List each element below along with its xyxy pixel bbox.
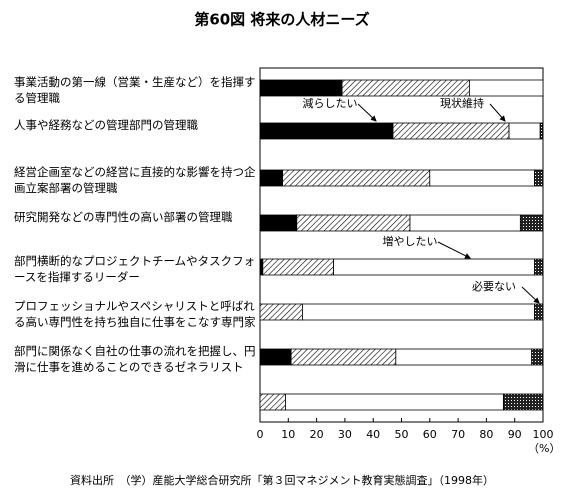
x-tick-label: 50 — [395, 428, 409, 441]
bar-segment — [333, 258, 535, 276]
annotation-arrow — [437, 241, 471, 259]
bar-segment — [285, 393, 504, 411]
category-label: 研究開発などの専門性の高い部署の管理職 — [14, 210, 233, 224]
x-tick-label: 70 — [451, 428, 465, 441]
x-tick-label: 60 — [423, 428, 437, 441]
annotation-arrow — [521, 286, 540, 304]
x-unit: （%） — [528, 442, 560, 455]
category-label: 人事や経務などの管理部門の管理職 — [14, 118, 198, 132]
category-label: 経営企画室などの経営に直接的な影響を持つ企画立案部署の管理職 — [14, 165, 256, 195]
chart-title: 第60図 将来の人材ニーズ — [194, 11, 369, 29]
series-annotation: 増やしたい — [383, 235, 438, 248]
bar-segment — [290, 348, 397, 366]
x-tick-label: 40 — [366, 428, 380, 441]
annotation-arrow — [357, 103, 377, 122]
bar-segment — [259, 393, 286, 411]
series-annotation: 減らしたい — [303, 96, 358, 110]
bar-segment — [519, 214, 544, 232]
bar-segment — [262, 258, 334, 276]
bar-segment — [259, 122, 394, 140]
x-tick-label: 20 — [310, 428, 324, 441]
x-tick-label: 80 — [479, 428, 493, 441]
bar-segment — [259, 348, 292, 366]
series-annotation: 必要ない — [472, 280, 516, 293]
bar-segment — [469, 79, 544, 97]
x-tick-label: 0 — [257, 428, 264, 441]
bar-segment — [429, 169, 535, 187]
bar-segment — [259, 79, 343, 97]
bar-segment — [534, 303, 544, 321]
bar-segment — [534, 258, 544, 276]
x-tick-label: 100 — [533, 428, 554, 441]
category-label: 部門横断的なプロジェクトチームやタスクフォースを指揮するリーダー — [14, 254, 256, 284]
category-label: プロフェッショナルやスペシャリストと呼ばれる高い専門性を持ち独自に仕事をこなす専… — [14, 299, 256, 329]
bar-segment — [259, 169, 284, 187]
bar-segment — [534, 169, 544, 187]
bar-segment — [531, 348, 544, 366]
series-annotation: 現状維持 — [440, 96, 484, 110]
annotation-arrow — [489, 103, 506, 122]
bar-segment — [502, 393, 544, 411]
bar-segment — [341, 79, 470, 97]
x-tick-label: 10 — [281, 428, 295, 441]
bar-segment — [259, 214, 298, 232]
bar-segment — [296, 214, 411, 232]
bar-segment — [395, 348, 533, 366]
category-label: 事業活動の第一線（営業・生産など）を指揮する管理職 — [14, 75, 256, 105]
x-tick-label: 30 — [338, 428, 352, 441]
bar-segment — [282, 169, 431, 187]
source-note: 資料出所 （学）産能大学総合研究所「第３回マネジメント教育実態調査」（1998年… — [70, 473, 494, 487]
bar-segment — [539, 122, 544, 140]
category-label: 部門に関係なく自社の仕事の流れを把握し、円滑に仕事を進めることのできるゼネラリス… — [14, 344, 256, 374]
bar-segment — [392, 122, 510, 140]
bar-segment — [302, 303, 535, 321]
bar-segment — [259, 258, 264, 276]
bar-segment — [409, 214, 521, 232]
bar-segment — [259, 303, 303, 321]
bar-segment — [508, 122, 541, 140]
x-tick-label: 90 — [508, 428, 522, 441]
